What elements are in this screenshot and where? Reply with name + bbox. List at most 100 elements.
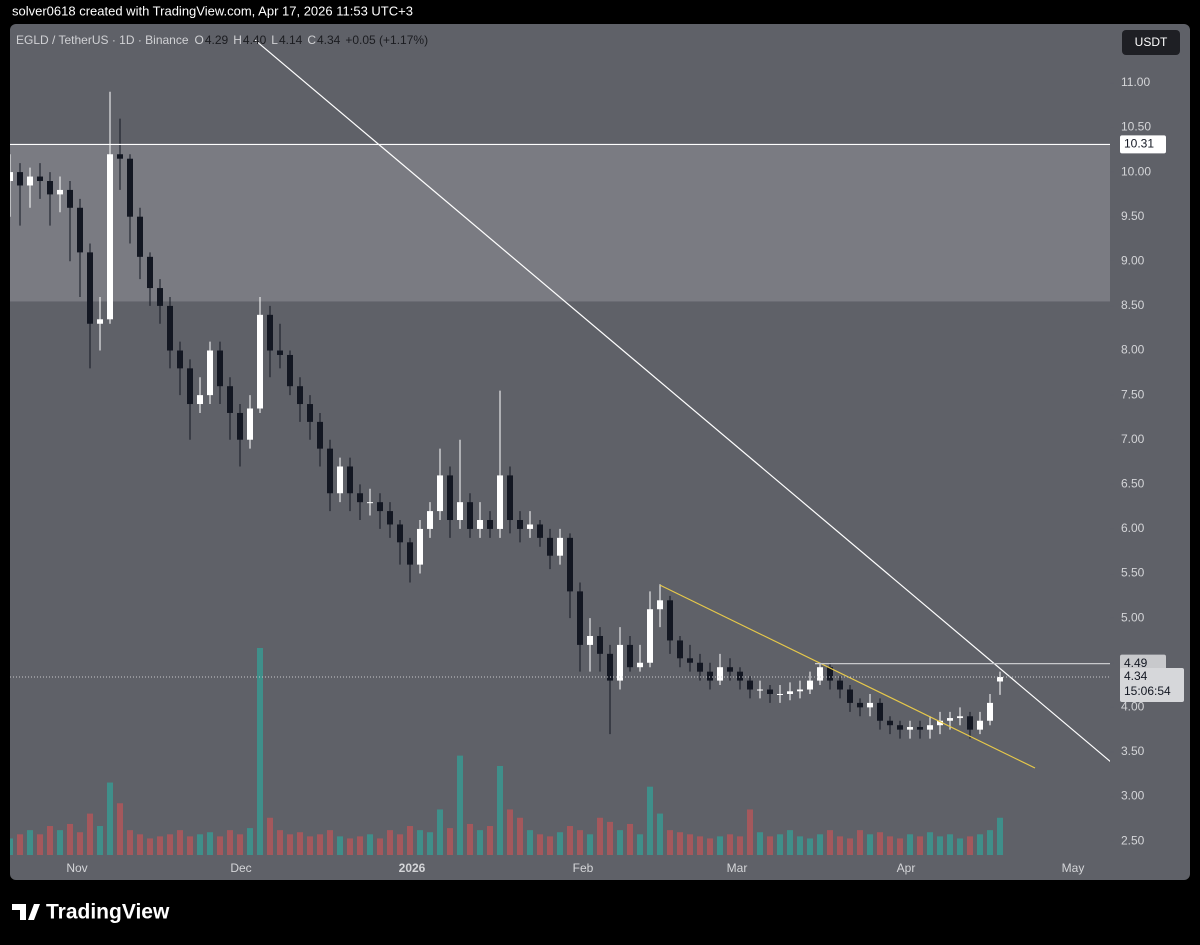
volume-bar — [127, 830, 133, 855]
volume-bar — [707, 838, 713, 855]
candle-body — [77, 207, 83, 253]
price-label: 10.31 — [1124, 137, 1154, 151]
volume-bar — [637, 834, 643, 855]
candle-body — [147, 256, 153, 289]
volume-bar — [287, 834, 293, 855]
footer-text: TradingView — [46, 901, 170, 924]
candle-body — [647, 609, 653, 663]
volume-bar — [417, 830, 423, 855]
candle-body — [797, 689, 803, 692]
volume-bar — [397, 834, 403, 855]
price-label: 4.49 — [1124, 656, 1148, 670]
volume-bar — [317, 834, 323, 855]
candle-body — [157, 288, 163, 306]
volume-bar — [617, 830, 623, 855]
volume-bar — [357, 836, 363, 855]
candle-body — [197, 395, 203, 405]
x-tick-label: Nov — [66, 861, 87, 875]
y-tick-label: 8.50 — [1121, 298, 1145, 312]
last-price-box — [1120, 668, 1184, 703]
candle-body — [967, 716, 973, 730]
candle-body — [467, 502, 473, 529]
volume-bar — [537, 834, 543, 855]
symbol: EGLD / TetherUS · 1D · Binance — [16, 33, 189, 47]
y-tick-label: 9.00 — [1121, 253, 1145, 267]
candle-body — [347, 466, 353, 494]
axes: 2.503.003.504.004.505.005.506.006.507.00… — [66, 75, 1184, 875]
candle-body — [857, 702, 863, 708]
volume-bar — [877, 832, 883, 855]
candle-body — [437, 475, 443, 512]
candle-body — [227, 386, 233, 413]
volume-bar — [957, 838, 963, 855]
candle-body — [27, 176, 33, 186]
currency-label[interactable]: USDT — [1135, 35, 1168, 49]
candle-body — [697, 662, 703, 672]
volume-bar — [107, 782, 113, 855]
candle-body — [867, 702, 873, 708]
y-tick-label: 7.00 — [1121, 432, 1145, 446]
candle-body — [167, 305, 173, 351]
x-tick-label: 2026 — [399, 861, 426, 875]
volume-bar — [147, 838, 153, 855]
volume-bar — [797, 836, 803, 855]
y-tick-label: 10.00 — [1121, 164, 1151, 178]
volume-bar — [47, 826, 53, 855]
y-tick-label: 8.00 — [1121, 343, 1145, 357]
volume-bar — [777, 834, 783, 855]
volume-bar — [907, 834, 913, 855]
currency-button[interactable] — [1122, 30, 1180, 55]
volume-bar — [517, 817, 523, 855]
y-tick-label: 5.00 — [1121, 610, 1145, 624]
candle-body — [527, 524, 533, 529]
legend-key: H — [233, 33, 242, 47]
volume-bar — [177, 830, 183, 855]
volume-bar — [77, 832, 83, 855]
volume-bar — [307, 836, 313, 855]
candle-body — [267, 314, 273, 351]
volume-bar — [647, 786, 653, 855]
volume-bar — [327, 830, 333, 855]
x-tick-label: Feb — [573, 861, 594, 875]
candle-body — [357, 493, 363, 503]
candle-body — [37, 176, 43, 182]
x-tick-label: May — [1062, 861, 1085, 875]
candle-body — [387, 511, 393, 525]
candle-body — [217, 350, 223, 387]
volume-bar — [747, 809, 753, 855]
volume-bar — [727, 834, 733, 855]
volume-bar — [767, 836, 773, 855]
candle-body — [787, 691, 793, 694]
candle-body — [287, 354, 293, 387]
candle-body — [947, 718, 953, 721]
candle-body — [817, 667, 823, 681]
volume-bar — [247, 828, 253, 855]
volume-bar — [697, 836, 703, 855]
candle-body — [307, 404, 313, 422]
candle-body — [977, 720, 983, 730]
candle-body — [897, 725, 903, 730]
volume-bar — [937, 836, 943, 855]
candle-body — [557, 537, 563, 556]
candle-body — [907, 726, 913, 730]
candle-body — [577, 591, 583, 645]
volume-bar — [737, 836, 743, 855]
candle-body — [617, 644, 623, 681]
y-tick-label: 3.50 — [1121, 744, 1145, 758]
volume-bar — [57, 830, 63, 855]
candle-body — [517, 520, 523, 529]
plot-area — [10, 39, 1110, 855]
candle-body — [767, 689, 773, 694]
candle-body — [877, 702, 883, 721]
legend-key: O — [195, 33, 204, 47]
volume-bar — [297, 832, 303, 855]
volume-bar — [967, 836, 973, 855]
candle-body — [67, 189, 73, 208]
volume-bar — [217, 836, 223, 855]
candle-body — [407, 542, 413, 565]
volume-bar — [267, 817, 273, 855]
volume-bar — [227, 830, 233, 855]
candle-body — [337, 466, 343, 494]
volume-bar — [497, 765, 503, 855]
